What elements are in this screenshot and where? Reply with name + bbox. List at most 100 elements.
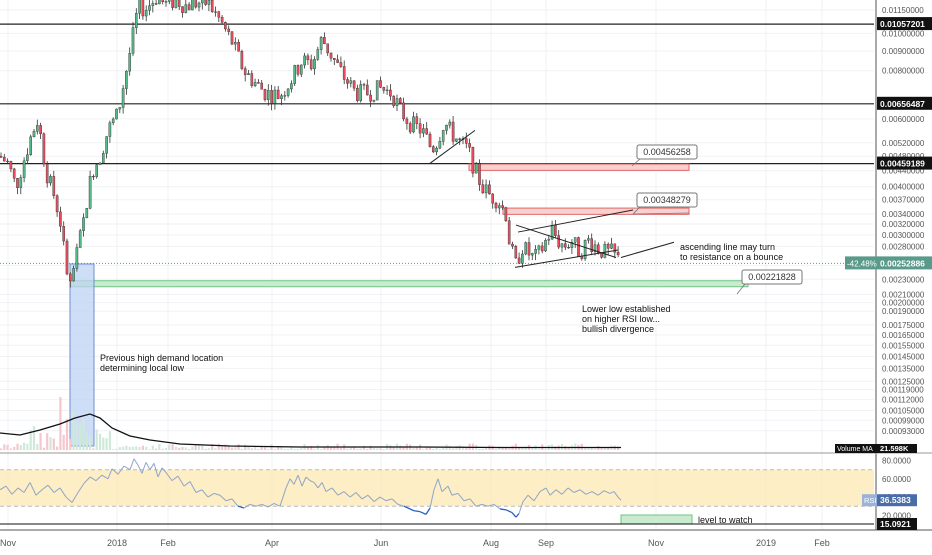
rsi-pane[interactable] (0, 458, 874, 525)
candle-body (339, 62, 343, 67)
price-tick-label: 0.00165000 (882, 331, 925, 340)
candle-body (174, 0, 178, 8)
rsi-line-segment (111, 468, 119, 475)
volume-bar (372, 448, 375, 450)
trend-lines[interactable] (429, 129, 690, 268)
candle-body (181, 6, 184, 13)
candles[interactable] (0, 0, 620, 288)
rsi-line-segment (585, 491, 593, 495)
callout-pointer (632, 212, 690, 215)
volume-bar (438, 449, 441, 450)
candle-body (95, 164, 98, 177)
volume-bar (56, 446, 59, 450)
price-tick-label: 0.01150000 (882, 6, 924, 15)
candle-body (593, 244, 597, 252)
candle-body (389, 89, 392, 97)
rsi-line-segment (133, 458, 139, 466)
volume-bar (452, 448, 455, 450)
volume-bar (518, 447, 521, 450)
volume-bar (415, 446, 418, 450)
volume-bar (567, 446, 570, 450)
rsi-line-segment (153, 463, 159, 478)
rsi-line-segment (249, 503, 257, 507)
candle-body (88, 175, 92, 209)
volume-bar (389, 445, 392, 450)
volume-bar (432, 449, 435, 450)
rsi-line-segment (255, 503, 263, 507)
candle-body (105, 136, 108, 154)
candle-body (399, 98, 402, 104)
rsi-line-segment (391, 498, 399, 505)
volume-bar (221, 446, 224, 450)
time-label: Sep (538, 538, 554, 548)
volume-bar (112, 449, 115, 450)
rsi-line-segment (83, 476, 91, 484)
rsi-line-segment (47, 484, 55, 493)
candle-body (521, 253, 524, 264)
rsi-line-segment (129, 458, 135, 470)
volume-bar (125, 445, 128, 450)
volume-bar (353, 447, 356, 450)
candle-body (352, 80, 356, 89)
candle-body (39, 125, 42, 135)
volume-bar (428, 447, 432, 450)
candle-body (514, 246, 518, 259)
rsi-tick-label: 80.0000 (882, 457, 911, 466)
trend-line (429, 129, 476, 164)
rsi-tick-label: 60.0000 (882, 475, 911, 484)
last-price-tag-label: 0.00252886 (880, 258, 925, 268)
rsi-line-segment (309, 480, 315, 483)
candle-body (283, 95, 287, 97)
trend-line (514, 249, 619, 268)
volume-bar (310, 446, 313, 450)
rsi-line-segment (617, 496, 622, 501)
candle-body (613, 243, 617, 253)
price-tick-label: 0.00600000 (882, 115, 925, 124)
rsi-line-segment (145, 462, 151, 470)
rsi-line-segment (469, 498, 477, 507)
candle-body (296, 65, 300, 75)
candle-body (441, 130, 445, 142)
candle-body (471, 147, 475, 174)
candle-body (540, 245, 544, 252)
volume-bar (287, 449, 290, 450)
volume-bar (412, 447, 415, 450)
time-label: Feb (814, 538, 830, 548)
rsi-line-segment (273, 502, 281, 507)
rsi-line-segment (95, 474, 103, 482)
rsi-line-segment (337, 491, 345, 496)
candle-body (12, 168, 16, 179)
volume-bar (13, 446, 16, 450)
volume-bar (277, 445, 280, 450)
annotations[interactable]: 0.00456258 0.00348279 0.00221828 Previous h… (100, 144, 803, 525)
volume-bar (178, 447, 181, 450)
rsi-line-segment (0, 485, 7, 491)
ascending-annotation: ascending line may turn (680, 242, 775, 252)
volume-bar (254, 446, 257, 450)
rsi-line-segment (11, 487, 19, 495)
price-tick-label: 0.00210000 (882, 290, 925, 299)
volume-bar (544, 449, 547, 450)
volume-bar (207, 448, 210, 450)
time-label: Feb (160, 538, 176, 548)
candle-body (191, 0, 194, 11)
level-tag-bg (877, 96, 932, 110)
candle-body (128, 53, 132, 72)
volume-bar (584, 448, 587, 450)
candle-body (9, 161, 13, 170)
volume-bar (607, 446, 610, 450)
candle-body (42, 133, 46, 165)
candle-body (164, 1, 168, 3)
candle-body (49, 176, 52, 184)
candle-body (45, 163, 49, 184)
candle-body (422, 128, 425, 134)
candle-body (101, 153, 105, 164)
rsi-line-segment (609, 491, 615, 494)
candle-body (319, 37, 323, 50)
price-tick-label: 0.00125000 (882, 377, 925, 386)
rsi-line-segment (527, 494, 535, 502)
candle-body (488, 184, 491, 195)
